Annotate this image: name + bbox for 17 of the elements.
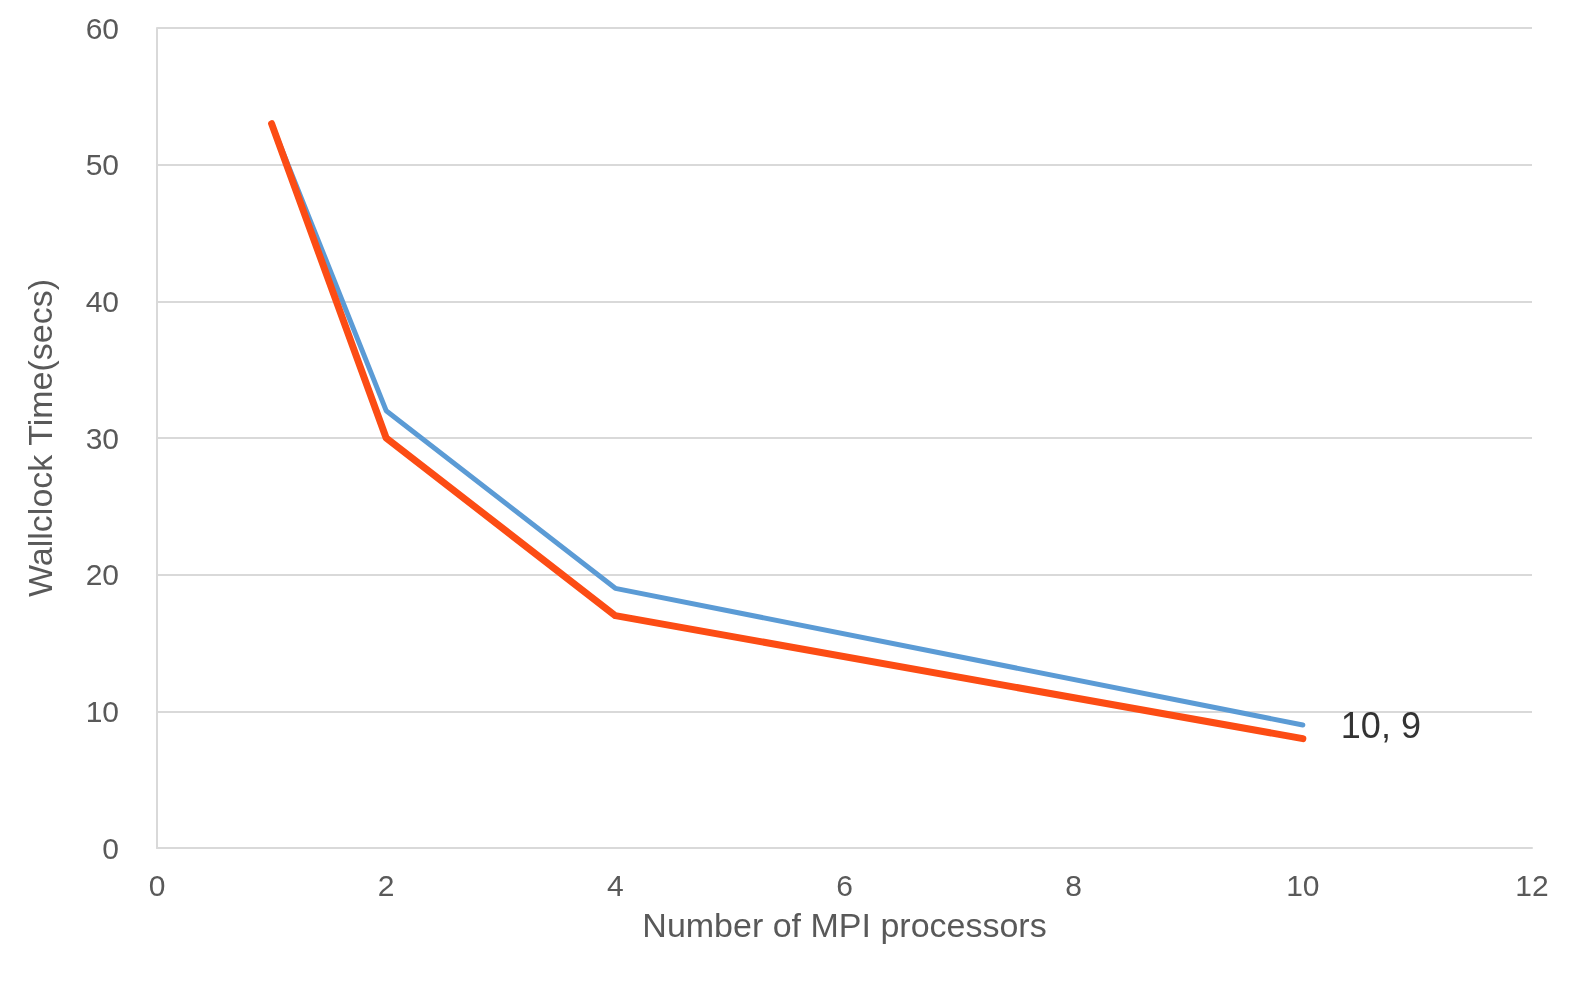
x-tick-label: 10 [1286, 868, 1320, 902]
y-tick-label: 40 [85, 284, 119, 318]
y-tick-label: 0 [102, 831, 119, 865]
x-tick-label: 8 [1065, 868, 1083, 902]
x-tick-label: 12 [1515, 868, 1549, 902]
y-tick-label: 20 [85, 558, 119, 592]
y-tick-label: 60 [85, 11, 119, 45]
annotation: 10, 9 [1340, 704, 1421, 746]
y-axis-title: Wallclock Time(secs) [21, 279, 59, 597]
x-axis-title: Number of MPI processors [642, 906, 1047, 944]
x-tick-label: 2 [377, 868, 395, 902]
y-tick-label: 50 [85, 148, 119, 182]
x-tick-label: 6 [836, 868, 853, 902]
x-tick-label: 0 [148, 868, 166, 902]
x-tick-label: 4 [606, 868, 624, 902]
y-tick-label: 30 [85, 421, 119, 455]
y-tick-label: 10 [85, 694, 119, 728]
